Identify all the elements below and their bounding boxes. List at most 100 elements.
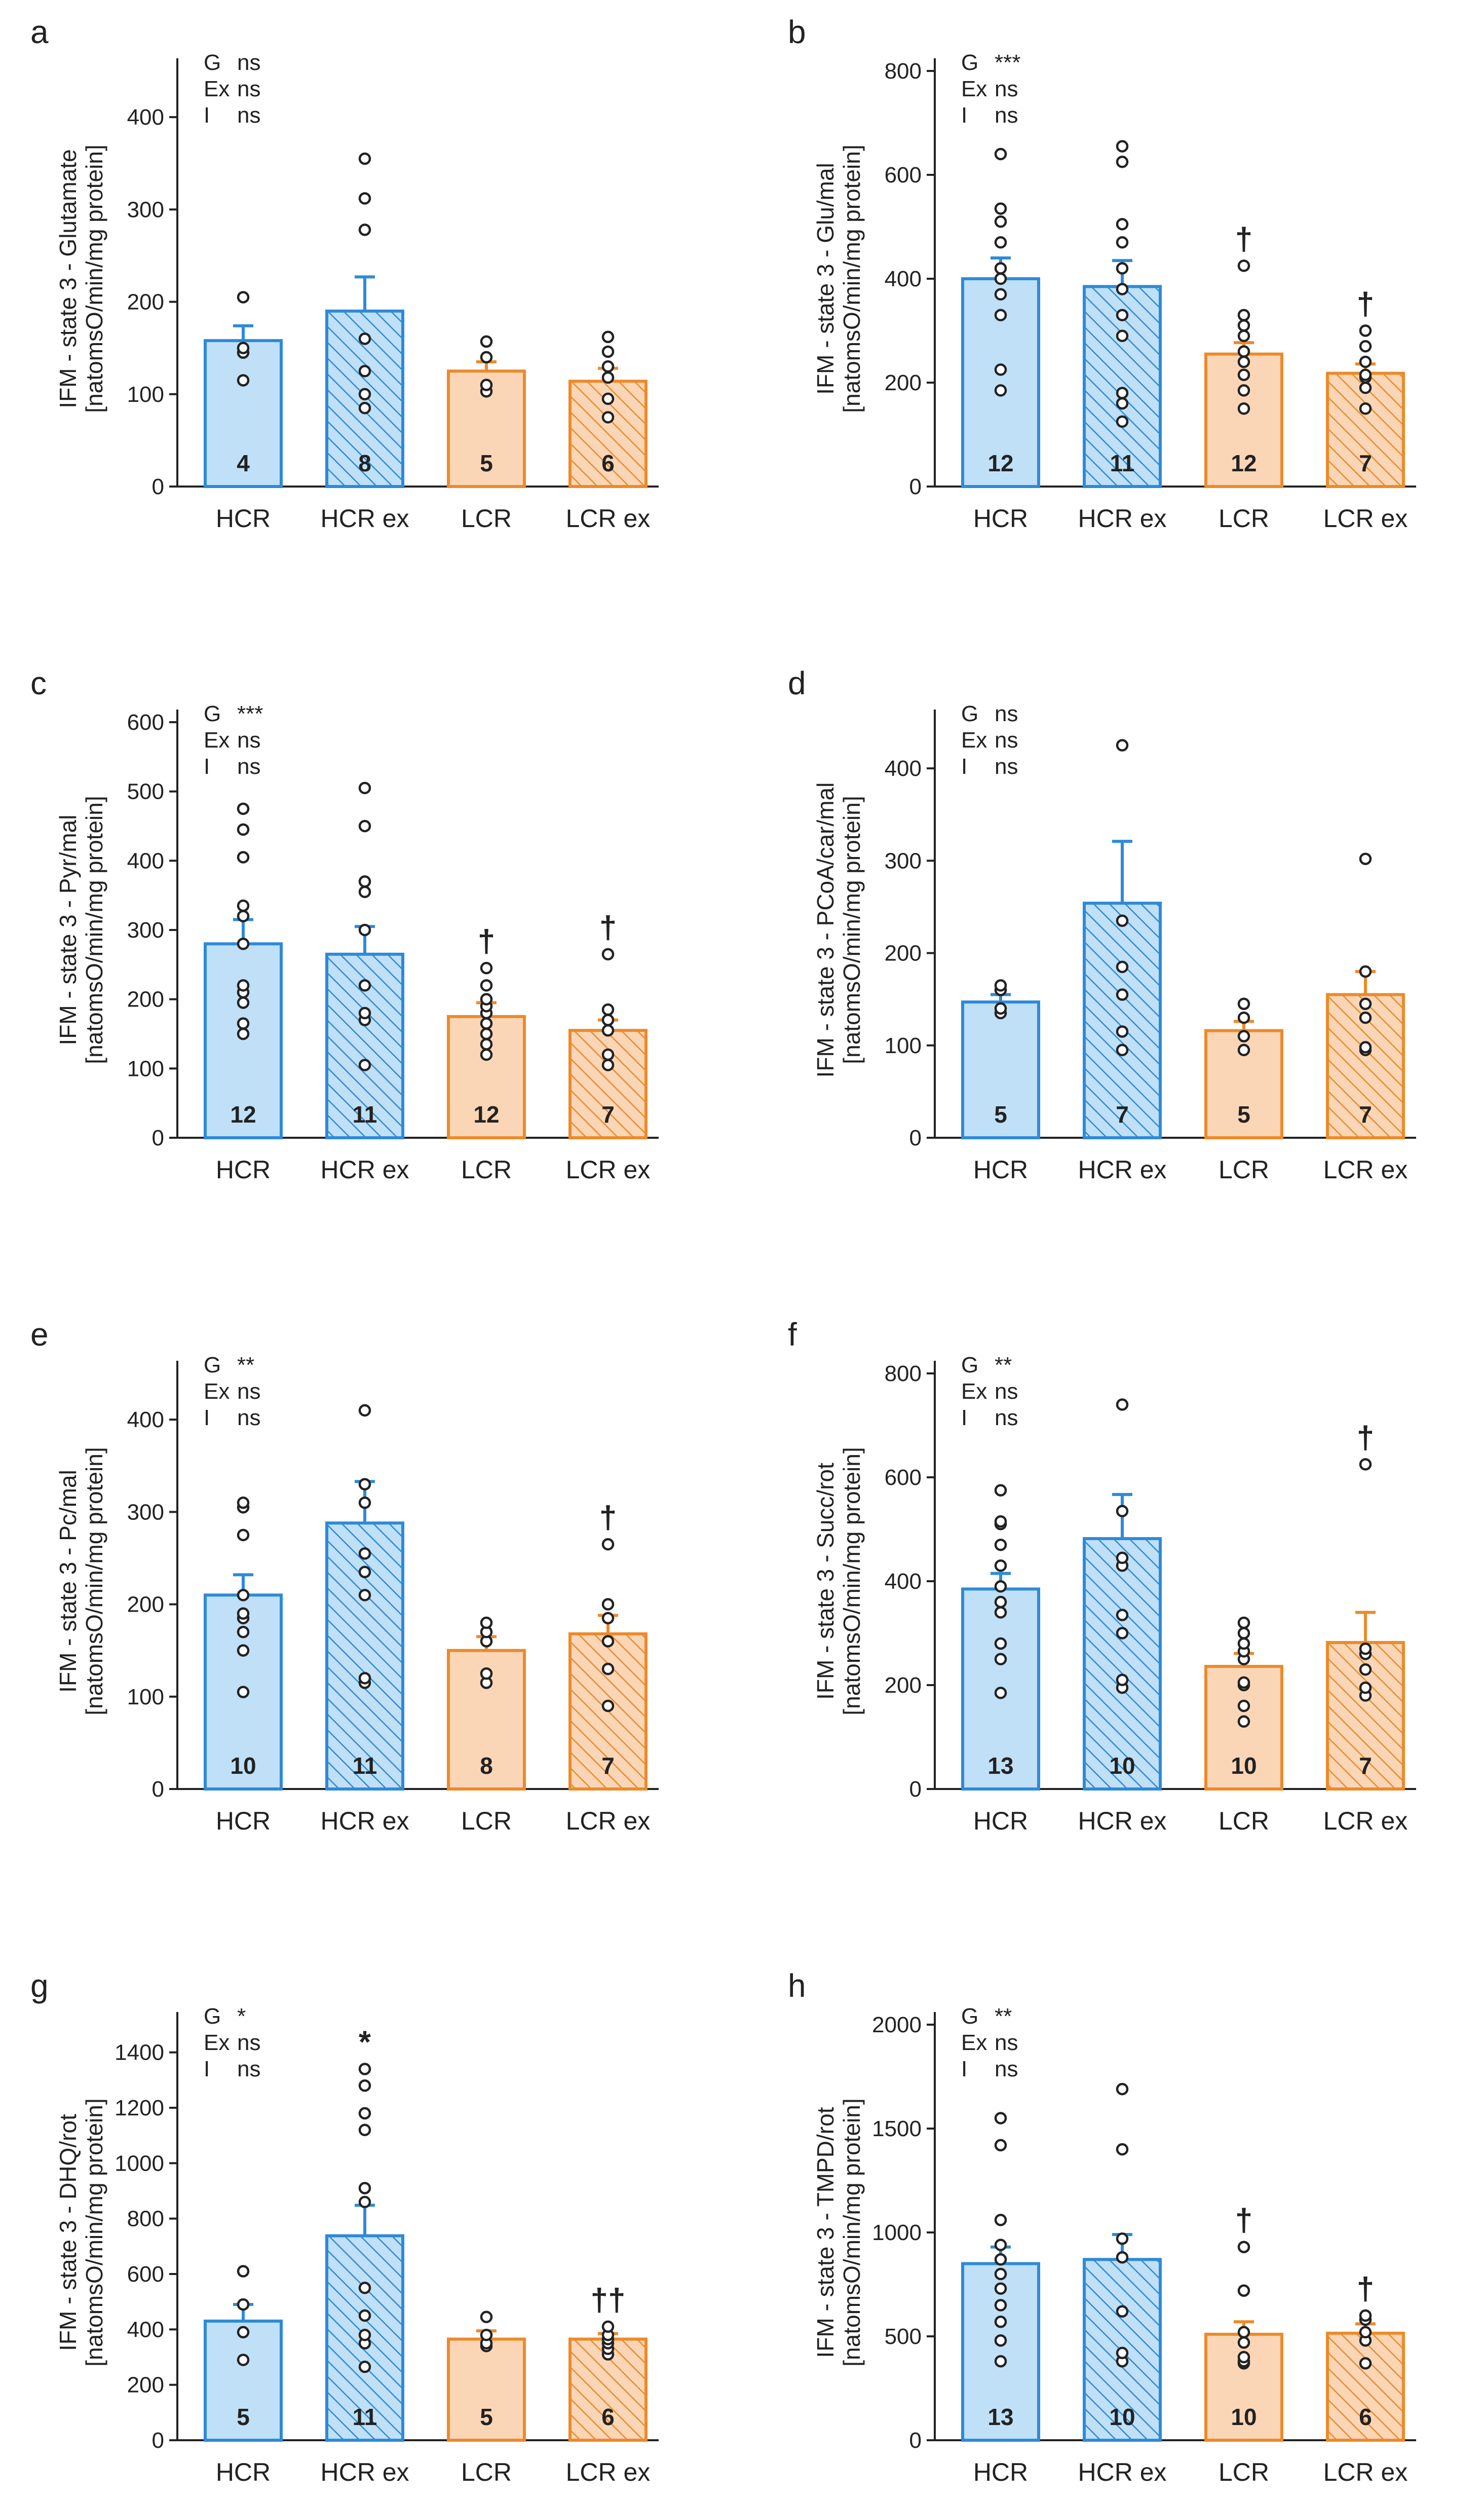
panel-c: c 0 100 200 300 400 500 600 IFM - state 3 - Pyr/… bbox=[30, 665, 659, 1184]
x-category-label: LCR bbox=[1219, 1156, 1269, 1184]
panel-h: h 0 500 1000 1500 2000 IFM - state 3 - TMPD/ro… bbox=[788, 1967, 1416, 2486]
panel-letter: a bbox=[30, 14, 49, 50]
data-point bbox=[994, 202, 1007, 215]
data-point bbox=[1237, 997, 1250, 1011]
y-tick-label: 600 bbox=[127, 2262, 164, 2287]
bar bbox=[325, 1521, 404, 1791]
stat-value: ns bbox=[995, 1405, 1018, 1430]
x-category-label: HCR bbox=[973, 1156, 1028, 1184]
y-tick-label: 300 bbox=[127, 1500, 164, 1524]
data-point bbox=[1237, 1715, 1250, 1728]
data-point bbox=[358, 2329, 371, 2341]
data-point bbox=[994, 384, 1007, 397]
x-category-label: HCR bbox=[973, 1807, 1028, 1835]
data-point bbox=[1116, 262, 1129, 275]
x-category-label: HCR ex bbox=[320, 1807, 409, 1835]
data-point bbox=[601, 1635, 615, 1648]
y-tick-label: 0 bbox=[152, 1126, 164, 1150]
data-point bbox=[994, 272, 1007, 285]
y-axis-label: IFM - state 3 - PCoA/car/mal[natomsO/min… bbox=[812, 782, 865, 1078]
n-label: 10 bbox=[1231, 2404, 1257, 2430]
y-axis-label: IFM - state 3 - Glutamate[natomsO/min/mg… bbox=[55, 144, 107, 413]
data-point bbox=[1359, 1458, 1372, 1471]
y-tick-label: 300 bbox=[127, 197, 164, 222]
data-point bbox=[994, 1687, 1007, 1699]
data-point bbox=[994, 147, 1007, 161]
data-point bbox=[1116, 1609, 1129, 1621]
data-point bbox=[358, 388, 371, 401]
data-point bbox=[358, 979, 371, 992]
significance-marker: † bbox=[1357, 287, 1374, 322]
x-category-label: HCR ex bbox=[320, 2458, 409, 2486]
x-category-label: HCR ex bbox=[1078, 1807, 1166, 1835]
y-axis-label: IFM - state 3 - Pc/mal[natomsO/min/mg pr… bbox=[55, 1447, 107, 1715]
stat-value: ns bbox=[995, 103, 1018, 128]
data-point bbox=[358, 2282, 371, 2294]
data-point bbox=[480, 1616, 493, 1629]
data-point bbox=[994, 1653, 1007, 1665]
y-axis-label: IFM - state 3 - Succ/rot[natomsO/min/mg … bbox=[812, 1447, 865, 1715]
data-point bbox=[1237, 402, 1250, 415]
data-point bbox=[601, 948, 615, 961]
data-point bbox=[1116, 236, 1129, 249]
data-point bbox=[1237, 1616, 1250, 1629]
y-axis-label: IFM - state 3 - Glu/mal[natomsO/min/mg p… bbox=[812, 144, 865, 413]
n-label: 6 bbox=[601, 2404, 615, 2430]
data-point bbox=[601, 330, 615, 344]
x-category-label: LCR ex bbox=[566, 2458, 651, 2486]
data-point bbox=[1116, 140, 1129, 153]
stat-value: ns bbox=[995, 728, 1018, 753]
data-point bbox=[601, 360, 615, 373]
n-label: 5 bbox=[480, 2404, 493, 2430]
y-tick-label: 100 bbox=[127, 382, 164, 407]
n-label: 11 bbox=[353, 1101, 377, 1128]
x-category-label: LCR bbox=[1219, 504, 1269, 533]
data-point bbox=[480, 979, 493, 992]
data-point bbox=[358, 1566, 371, 1579]
significance-marker: †† bbox=[591, 2283, 626, 2318]
stat-key: G bbox=[961, 2004, 978, 2029]
data-point bbox=[601, 1059, 615, 1071]
data-point bbox=[480, 1667, 493, 1680]
data-point bbox=[1237, 1699, 1250, 1712]
data-point bbox=[237, 1686, 250, 1698]
y-tick-label: 1200 bbox=[115, 2096, 164, 2120]
data-point bbox=[1237, 384, 1250, 397]
n-label: 5 bbox=[480, 450, 493, 476]
y-tick-label: 1000 bbox=[872, 2220, 922, 2245]
bar bbox=[1326, 2331, 1405, 2442]
data-point bbox=[1359, 852, 1372, 865]
data-point bbox=[358, 819, 371, 833]
panel-a: a 0 100 200 300 400 IFM - state 3 - Glutamate[… bbox=[30, 14, 659, 533]
data-point bbox=[1237, 2326, 1250, 2339]
data-point bbox=[237, 938, 250, 950]
data-point bbox=[1359, 2309, 1372, 2322]
data-point bbox=[237, 823, 250, 836]
x-category-label: LCR bbox=[461, 2458, 512, 2486]
data-point bbox=[358, 401, 371, 415]
data-point bbox=[601, 1612, 615, 1625]
bar bbox=[1083, 1537, 1162, 1791]
data-point bbox=[358, 875, 371, 888]
data-point bbox=[1237, 2351, 1250, 2364]
data-point bbox=[358, 192, 371, 205]
x-category-label: LCR ex bbox=[1323, 1807, 1408, 1835]
n-label: 7 bbox=[1116, 1101, 1129, 1128]
y-axis-label-line: IFM - state 3 - Pc/mal bbox=[55, 1470, 81, 1693]
stat-key: Ex bbox=[961, 77, 987, 101]
data-point bbox=[1116, 397, 1129, 410]
data-point bbox=[601, 1662, 615, 1675]
stat-value: ns bbox=[995, 77, 1018, 101]
data-point bbox=[1116, 1505, 1129, 1517]
data-point bbox=[358, 2195, 371, 2209]
data-point bbox=[994, 363, 1007, 376]
data-point bbox=[1237, 1676, 1250, 1689]
y-tick-label: 800 bbox=[127, 2207, 164, 2231]
y-tick-label: 800 bbox=[885, 59, 922, 84]
bar bbox=[204, 942, 283, 1140]
n-label: 11 bbox=[1110, 450, 1135, 476]
y-axis-label-line: [natomsO/min/mg protein] bbox=[81, 796, 107, 1064]
stat-value: *** bbox=[995, 50, 1020, 75]
data-point bbox=[237, 910, 250, 922]
data-point bbox=[480, 335, 493, 348]
